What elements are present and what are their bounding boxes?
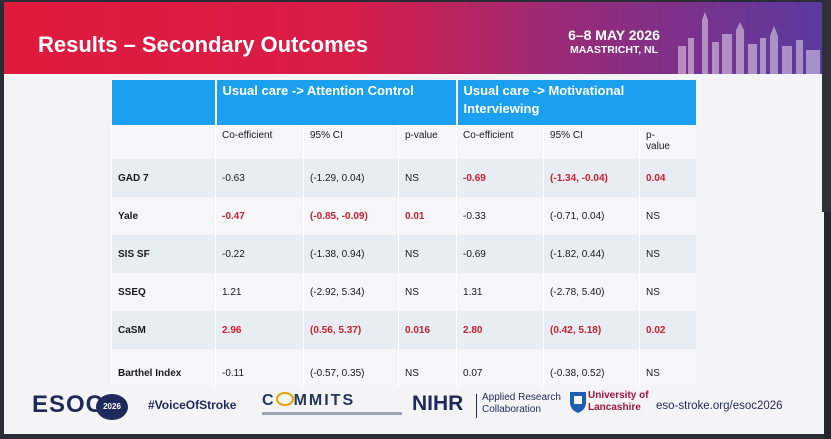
table-row: SIS SF -0.22 (-1.38, 0.94) NS -0.69 (-1.… [111,235,696,273]
table-row: SSEQ 1.21 (-2.92, 5.34) NS 1.31 (-2.78, … [111,273,696,311]
corner-cell [111,80,216,125]
commits-tagline-bar [262,412,402,415]
table-cell: -0.33 [456,197,544,235]
table-cell: (-0.71, 0.04) [543,197,640,235]
table-cell: 0.016 [397,311,457,349]
row-label: SIS SF [111,235,216,273]
table-cell: (-2.78, 5.40) [543,273,640,311]
title-banner [4,2,824,74]
commits-logo: C MMITS [262,392,355,410]
row-label: SSEQ [111,273,216,311]
event-dates: 6–8 MAY 2026 [568,27,660,43]
table-cell: (-1.38, 0.94) [303,235,399,273]
arc-line-2: Collaboration [482,404,541,415]
table-cell: 2.80 [456,311,544,349]
group-header-attention-control: Usual care -> Attention Control [214,80,457,125]
row-label: Yale [111,197,216,235]
table-cell: -0.69 [456,235,544,273]
screen-edge [824,0,831,439]
table-cell: 1.31 [456,273,544,311]
col-header-p-value: p-value [397,125,457,159]
table-cell: (-1.34, -0.04) [543,159,640,197]
table-cell: (0.56, 5.37) [303,311,399,349]
nihr-logo: NIHR [412,392,464,415]
footer-logos: ESOC 2026 #VoiceOfStroke C MMITS NIHR App… [4,386,824,434]
university-line-1: University of [588,390,649,401]
event-city: MAASTRICHT, NL [569,44,659,56]
table-cell: 0.01 [397,197,457,235]
table-cell: NS [397,235,457,273]
table-cell: (-1.29, 0.04) [303,159,399,197]
table-cell: -0.22 [215,235,304,273]
table-cell: (-1.82, 0.44) [543,235,640,273]
table-cell: (0.42, 5.18) [543,311,640,349]
website-url: eso-stroke.org/esoc2026 [656,400,783,412]
table-row: Yale -0.47 (-0.85, -0.09) 0.01 -0.33 (-0… [111,197,696,235]
table-cell: (-2.92, 5.34) [303,273,399,311]
table-cell: -0.69 [456,159,544,197]
arc-line-1: Applied Research [482,392,561,403]
col-header-coefficient: Co-efficient [456,125,544,159]
esoc-logo: ESOC [32,391,105,418]
table-cell: NS [397,159,457,197]
commits-o-icon [275,392,294,406]
table-row: GAD 7 -0.63 (-1.29, 0.04) NS -0.69 (-1.3… [111,159,696,197]
col-header-ci: 95% CI [303,125,399,159]
hashtag: #VoiceOfStroke [148,398,237,412]
row-label: GAD 7 [111,159,216,197]
nihr-divider [476,394,477,418]
table-cell: -0.47 [215,197,304,235]
table-cell: 0.02 [639,311,696,349]
university-crest-icon [570,392,586,413]
table-cell: -0.63 [215,159,304,197]
commits-logo-rest: MMITS [293,392,356,409]
table-cell: NS [397,273,457,311]
table-cell: 1.21 [215,273,304,311]
col-header-coefficient: Co-efficient [215,125,304,159]
university-line-2: Lancashire [588,402,641,413]
group-header-row: Usual care -> Attention Control Usual ca… [111,80,696,125]
row-label: CaSM [111,311,216,349]
table-cell: NS [639,273,696,311]
commits-logo-first: C [262,392,276,409]
city-skyline-icon [678,12,820,74]
row-label-header [111,125,216,159]
slide: Results – Secondary Outcomes 6–8 MAY 202… [4,2,824,434]
table-cell: NS [639,235,696,273]
table-cell: 2.96 [215,311,304,349]
screen-edge-strip [822,0,831,212]
slide-title: Results – Secondary Outcomes [38,32,369,57]
esoc-year-badge: 2026 [96,394,128,420]
group-header-motivational-interviewing: Usual care -> Motivational Interviewing [455,80,696,125]
results-table: Usual care -> Attention Control Usual ca… [111,80,696,397]
col-header-ci: 95% CI [543,125,640,159]
subheader-row: Co-efficient 95% CI p-value Co-efficient… [111,125,696,159]
col-header-p-value: p- value [639,125,696,159]
table-cell: NS [639,197,696,235]
table-cell: (-0.85, -0.09) [303,197,399,235]
table-cell: 0.04 [639,159,696,197]
table-row: CaSM 2.96 (0.56, 5.37) 0.016 2.80 (0.42,… [111,311,696,349]
